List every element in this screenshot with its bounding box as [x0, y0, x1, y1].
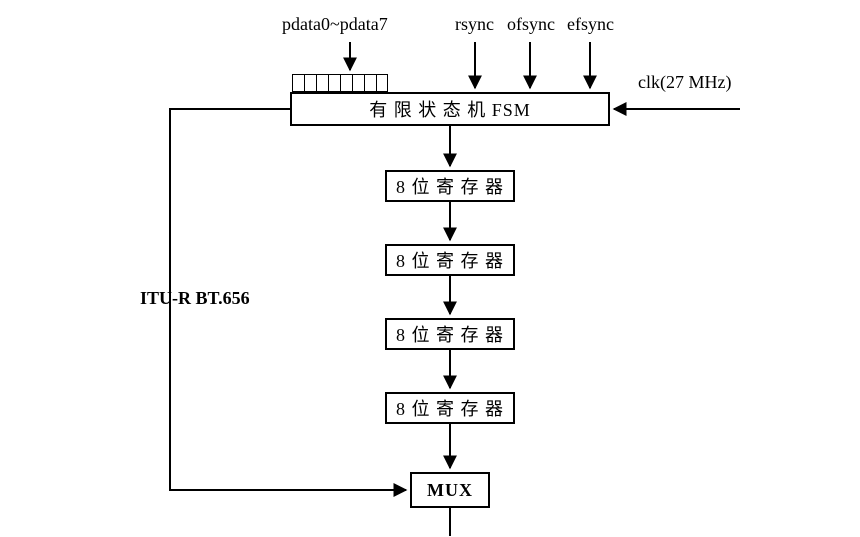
box-reg3-label: 8 位 寄 存 器 [396, 321, 504, 347]
box-fsm: 有 限 状 态 机 FSM [290, 92, 610, 126]
box-reg2: 8 位 寄 存 器 [385, 244, 515, 276]
box-reg3: 8 位 寄 存 器 [385, 318, 515, 350]
box-reg1-label: 8 位 寄 存 器 [396, 173, 504, 199]
box-reg4-label: 8 位 寄 存 器 [396, 395, 504, 421]
box-reg1: 8 位 寄 存 器 [385, 170, 515, 202]
box-reg2-label: 8 位 寄 存 器 [396, 247, 504, 273]
box-mux: MUX [410, 472, 490, 508]
label-pdata: pdata0~pdata7 [282, 14, 388, 35]
bit-cells [292, 74, 388, 92]
label-rsync: rsync [455, 14, 494, 35]
label-clk: clk(27 MHz) [638, 72, 731, 93]
label-efsync: efsync [567, 14, 614, 35]
box-fsm-label: 有 限 状 态 机 FSM [369, 96, 531, 122]
box-reg4: 8 位 寄 存 器 [385, 392, 515, 424]
box-mux-label: MUX [427, 480, 473, 501]
label-ofsync: ofsync [507, 14, 555, 35]
label-itu: ITU-R BT.656 [140, 288, 250, 309]
